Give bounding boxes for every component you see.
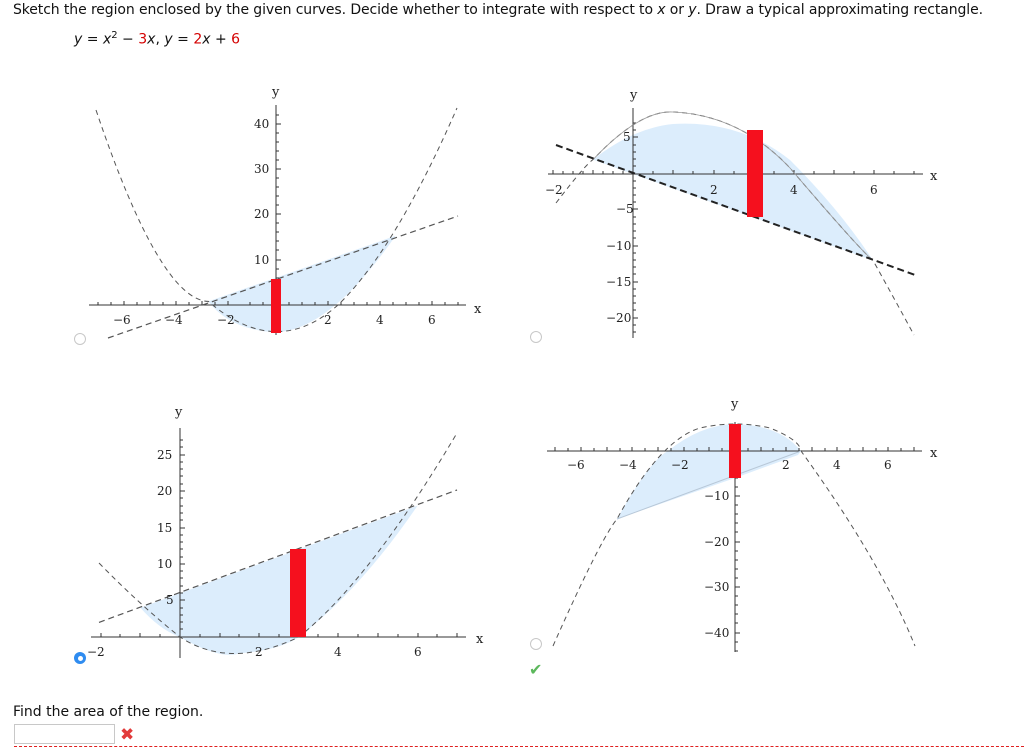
svg-text:10: 10 (254, 253, 269, 267)
svg-text:10: 10 (157, 557, 172, 571)
svg-text:2: 2 (324, 313, 332, 327)
prompt-text: or (665, 2, 689, 18)
line-curve (616, 450, 802, 520)
svg-text:2: 2 (710, 183, 718, 197)
svg-text:5: 5 (623, 130, 631, 144)
svg-text:x: x (474, 302, 482, 317)
svg-text:−15: −15 (606, 275, 631, 289)
radio-option-d[interactable] (530, 638, 542, 650)
svg-text:5: 5 (166, 593, 174, 607)
eq-var: x (202, 31, 211, 48)
eq-var: y (164, 31, 173, 48)
approximating-rectangle (271, 279, 281, 333)
eq-coefficient: 3 (138, 31, 148, 48)
line-curve (107, 215, 459, 339)
svg-text:y: y (271, 85, 280, 100)
radio-option-b[interactable] (530, 331, 542, 343)
svg-text:20: 20 (157, 484, 172, 498)
svg-text:−40: −40 (704, 626, 729, 640)
svg-text:2: 2 (782, 458, 790, 472)
svg-text:6: 6 (414, 645, 422, 659)
eq-var: x (147, 31, 156, 48)
svg-text:6: 6 (428, 313, 436, 327)
prompt-text: Sketch the region enclosed by the given … (13, 2, 658, 18)
svg-text:4: 4 (376, 313, 384, 327)
svg-text:2: 2 (255, 645, 263, 659)
incorrect-x-icon: ✖ (120, 725, 135, 745)
given-curves-equation: y = x2 − 3x, y = 2x + 6 (74, 30, 240, 48)
correct-check-icon: ✔ (529, 660, 543, 679)
svg-text:6: 6 (870, 183, 878, 197)
shaded-region (140, 505, 418, 655)
eq-symbol: + (210, 31, 232, 48)
svg-text:30: 30 (254, 162, 269, 176)
svg-text:−4: −4 (165, 313, 183, 327)
svg-text:25: 25 (157, 448, 172, 462)
svg-text:x: x (476, 632, 484, 647)
eq-constant: 6 (231, 31, 241, 48)
svg-text:y: y (629, 88, 638, 103)
svg-text:x: x (930, 169, 938, 184)
prompt-var-y: y (688, 2, 697, 18)
svg-text:−20: −20 (606, 311, 631, 325)
prompt-var-x: x (657, 2, 666, 18)
svg-text:−6: −6 (567, 458, 585, 472)
svg-text:−20: −20 (704, 535, 729, 549)
incorrect-answer-border (14, 746, 1024, 747)
approximating-rectangle (290, 549, 306, 637)
parabola-curve (555, 111, 915, 336)
parabola-curve (98, 432, 458, 654)
eq-symbol: − (117, 31, 139, 48)
svg-text:−2: −2 (545, 183, 563, 197)
area-answer-input[interactable] (14, 724, 115, 744)
eq-exponent: 2 (111, 30, 118, 41)
radio-option-c[interactable] (74, 652, 86, 664)
parabola-arc (592, 111, 874, 261)
eq-symbol: = (172, 31, 194, 48)
svg-text:x: x (930, 446, 938, 461)
svg-text:−30: −30 (704, 580, 729, 594)
question-prompt: Sketch the region enclosed by the given … (13, 2, 983, 18)
svg-text:6: 6 (884, 458, 892, 472)
line-curve (98, 489, 458, 623)
area-question-label: Find the area of the region. (13, 704, 204, 720)
svg-text:y: y (730, 397, 739, 412)
svg-text:−2: −2 (217, 313, 235, 327)
svg-text:40: 40 (254, 117, 269, 131)
svg-text:−10: −10 (704, 489, 729, 503)
approximating-rectangle (729, 424, 741, 478)
svg-text:−6: −6 (113, 313, 131, 327)
parabola-curve (552, 423, 916, 647)
svg-text:20: 20 (254, 207, 269, 221)
svg-text:4: 4 (334, 645, 342, 659)
svg-text:15: 15 (157, 521, 172, 535)
svg-text:−5: −5 (616, 202, 634, 216)
shaded-region (617, 424, 801, 519)
shaded-region (593, 123, 873, 261)
eq-var: y (74, 31, 83, 48)
eq-coefficient: 2 (193, 31, 203, 48)
svg-text:−2: −2 (87, 645, 105, 659)
svg-text:4: 4 (790, 183, 798, 197)
svg-text:−2: −2 (671, 458, 689, 472)
svg-text:−10: −10 (606, 239, 631, 253)
eq-symbol: = (82, 31, 103, 48)
svg-text:4: 4 (833, 458, 841, 472)
eq-var: x (102, 31, 112, 48)
radio-option-a[interactable] (74, 333, 86, 345)
svg-text:−4: −4 (619, 458, 637, 472)
shaded-region (208, 235, 396, 333)
prompt-text: . Draw a typical approximating rectangle… (696, 2, 983, 18)
approximating-rectangle (747, 130, 763, 217)
parabola-curve (95, 107, 458, 333)
line-curve (555, 144, 916, 276)
eq-separator: , (155, 31, 165, 48)
svg-text:y: y (174, 405, 183, 420)
